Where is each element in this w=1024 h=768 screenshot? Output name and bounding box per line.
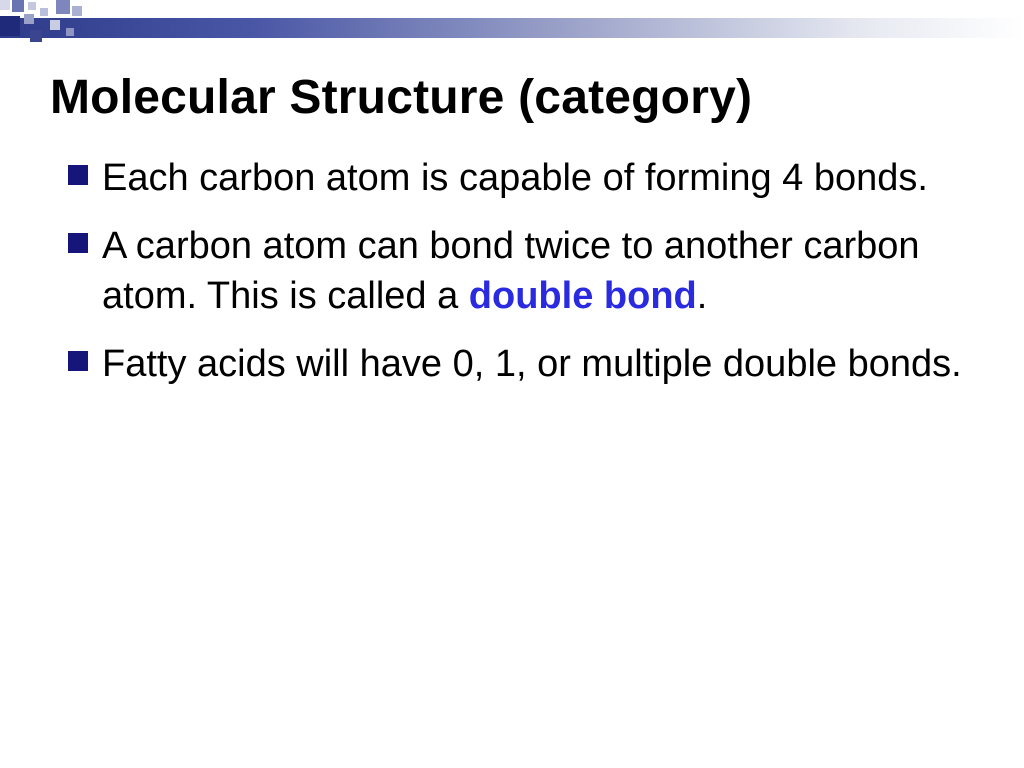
bullet-list: Each carbon atom is capable of forming 4… [50, 153, 974, 390]
mosaic-square [30, 30, 42, 42]
bullet-marker-icon [68, 351, 88, 371]
bullet-text: Each carbon atom is capable of forming 4… [102, 153, 974, 203]
text-segment: Fatty acids will have 0, 1, or multiple … [102, 343, 962, 385]
top-band [0, 0, 1024, 50]
mosaic-square [0, 0, 10, 10]
mosaic-square [40, 8, 48, 16]
mosaic-square [24, 14, 34, 24]
text-segment: . [697, 275, 708, 317]
mosaic-square [50, 20, 60, 30]
bullet-item: Each carbon atom is capable of forming 4… [68, 153, 974, 203]
mosaic-square [0, 16, 20, 36]
gradient-bar [0, 18, 1024, 38]
bullet-marker-icon [68, 233, 88, 253]
slide-content: Molecular Structure (category) Each carb… [50, 70, 974, 408]
mosaic-square [72, 6, 82, 16]
mosaic-square [56, 0, 70, 14]
bullet-text: Fatty acids will have 0, 1, or multiple … [102, 339, 974, 389]
text-segment: Each carbon atom is capable of forming 4… [102, 157, 928, 199]
bullet-item: Fatty acids will have 0, 1, or multiple … [68, 339, 974, 389]
bullet-marker-icon [68, 165, 88, 185]
mosaic-square [66, 28, 74, 36]
bullet-item: A carbon atom can bond twice to another … [68, 221, 974, 321]
mosaic-decoration [0, 0, 90, 50]
mosaic-square [12, 0, 24, 12]
bullet-text: A carbon atom can bond twice to another … [102, 221, 974, 321]
slide-title: Molecular Structure (category) [50, 70, 974, 125]
mosaic-square [28, 2, 36, 10]
highlight-text: double bond [469, 275, 697, 317]
